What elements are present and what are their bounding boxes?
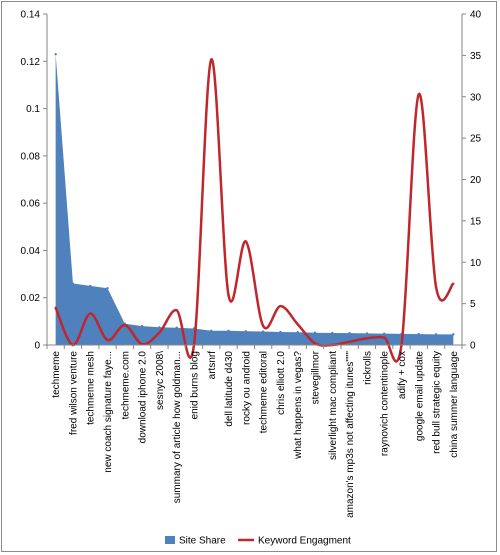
site-share-point xyxy=(175,326,178,329)
category-label: what happens in vegas? xyxy=(293,351,304,460)
site-share-point xyxy=(348,331,351,335)
site-share-point xyxy=(365,332,369,335)
site-share-point xyxy=(382,332,386,335)
left-tick-label: 0.14 xyxy=(21,10,41,21)
left-tick-label: 0.06 xyxy=(21,199,41,210)
category-label: techmeme mesh xyxy=(86,351,97,425)
left-tick-label: 0 xyxy=(34,341,40,352)
keyword-engagement-point xyxy=(417,93,420,96)
right-tick-label: 30 xyxy=(470,92,482,103)
right-tick-label: 25 xyxy=(470,134,482,145)
site-share-point xyxy=(331,331,334,335)
site-share-point xyxy=(296,331,299,334)
legend: Site Share Keyword Engagment xyxy=(165,536,351,547)
site-share-point xyxy=(417,332,420,336)
category-label: rickrolls xyxy=(362,351,373,385)
category-label: techmeme xyxy=(51,351,62,398)
keyword-engagement-point xyxy=(296,323,299,326)
right-tick-label: 0 xyxy=(470,341,476,352)
site-share-point xyxy=(227,329,230,333)
keyword-engagement-point xyxy=(261,324,265,328)
legend-label-site-share: Site Share xyxy=(179,536,226,547)
site-share-area xyxy=(55,54,454,345)
keyword-engagement-point xyxy=(348,340,351,343)
site-share-point xyxy=(106,287,109,290)
keyword-engagement-point xyxy=(227,294,230,297)
right-tick-label: 5 xyxy=(470,299,476,310)
category-label: artsnrf xyxy=(207,351,218,380)
site-share-point xyxy=(54,52,57,56)
category-label: sesnyc 2008\ xyxy=(155,351,166,410)
keyword-engagement-point xyxy=(313,342,317,345)
keyword-engagement-point xyxy=(54,306,57,309)
keyword-engagement-point xyxy=(210,58,213,61)
category-label: raynovich contentinople xyxy=(380,351,391,457)
left-tick-label: 0.08 xyxy=(21,151,41,162)
keyword-engagement-point xyxy=(279,304,282,308)
site-share-point xyxy=(89,284,92,288)
keyword-engagement-point xyxy=(106,338,109,342)
category-label: summary of article how goldman... xyxy=(172,351,183,503)
site-share-point xyxy=(434,333,438,336)
category-labels: techmeme fred wilson venture techmeme mesh… xyxy=(51,350,460,518)
right-tick-label: 15 xyxy=(470,216,482,227)
category-label: dell latitude d430 xyxy=(224,351,235,427)
category-label: new coach signature faye... xyxy=(103,351,114,473)
right-tick-label: 20 xyxy=(470,175,482,186)
keyword-engagement-point xyxy=(434,285,438,289)
category-label: silverlight mac compliant xyxy=(328,351,339,460)
site-share-point xyxy=(71,282,75,285)
site-share-point xyxy=(210,329,213,333)
keyword-engagement-point xyxy=(382,336,386,339)
category-label: chris elliott 2.0 xyxy=(276,351,287,415)
right-tick-label: 35 xyxy=(470,51,482,62)
site-share-point xyxy=(244,330,248,333)
site-share-point xyxy=(452,333,455,336)
keyword-engagement-point xyxy=(244,240,248,243)
category-label: stevegillmor xyxy=(311,350,322,404)
left-tick-label: 0.02 xyxy=(21,293,41,304)
right-tick-label: 40 xyxy=(470,10,482,21)
site-share-area-layer xyxy=(54,52,455,345)
keyword-engagement-point xyxy=(452,282,455,285)
category-label: enid burns blog xyxy=(189,351,200,419)
category-label: adify + cox xyxy=(397,351,408,399)
keyword-engagement-point xyxy=(175,309,178,312)
site-share-point xyxy=(313,331,317,334)
site-share-point xyxy=(279,330,282,334)
left-tick-label: 0.04 xyxy=(21,246,41,257)
category-label: techmeme.com xyxy=(120,351,131,419)
category-label: fred wilson venture xyxy=(68,351,79,435)
category-label: rocky ou android xyxy=(241,351,252,425)
right-axis-ticks: 0 5 10 15 20 25 30 35 40 xyxy=(462,10,482,352)
category-label: download iphone 2.0 xyxy=(138,351,149,444)
category-label: techmeme editoral xyxy=(259,351,270,433)
left-axis-ticks: 0 0.02 0.04 0.06 0.08 0.1 0.12 0.14 xyxy=(21,10,47,352)
category-label: google email update xyxy=(414,351,425,442)
left-tick-label: 0.12 xyxy=(21,57,41,68)
site-share-point xyxy=(158,326,161,329)
category-label: red bull strategic equity xyxy=(432,351,443,454)
legend-label-keyword-engagement: Keyword Engagment xyxy=(258,536,351,547)
legend-swatch-site-share xyxy=(165,536,175,544)
keyword-engagement-point xyxy=(123,323,127,327)
category-label: china summer language xyxy=(449,351,460,458)
site-share-point xyxy=(140,324,144,328)
keyword-engagement-point xyxy=(89,312,92,315)
keyword-engagement-point xyxy=(365,337,369,340)
keyword-engagement-point xyxy=(158,331,161,334)
site-share-point xyxy=(261,330,265,333)
category-label: amazon's mp3s not affecting itunes""" xyxy=(345,351,356,518)
left-tick-label: 0.1 xyxy=(26,104,40,115)
right-tick-label: 10 xyxy=(470,258,482,269)
